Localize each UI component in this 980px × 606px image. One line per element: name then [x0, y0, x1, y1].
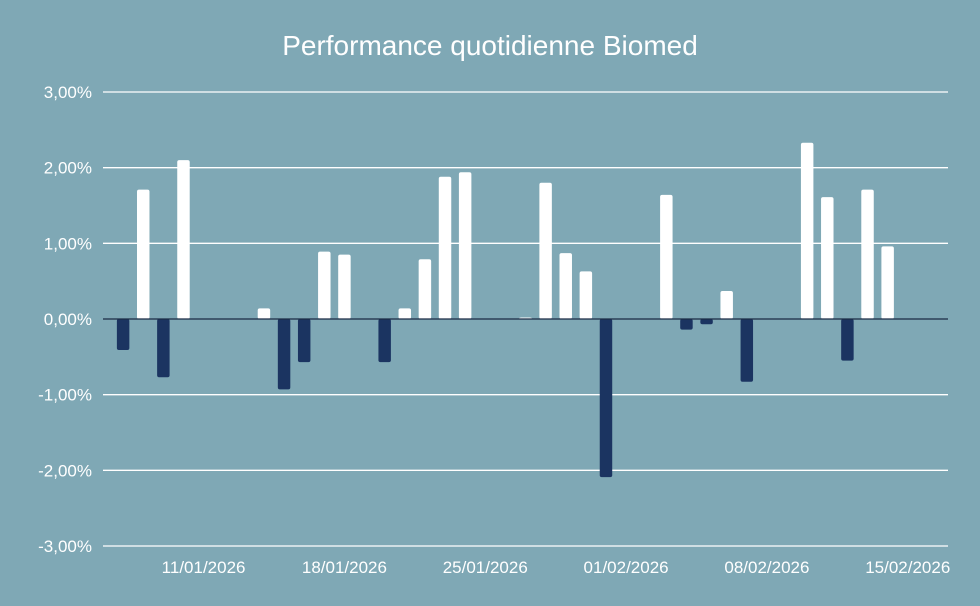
- x-tick-label: 11/01/2026: [162, 558, 246, 577]
- bar: [861, 189, 874, 319]
- bar: [821, 197, 834, 319]
- bar: [157, 319, 170, 378]
- bar: [579, 271, 593, 319]
- y-tick-label: 2,00%: [44, 159, 92, 178]
- gridlines: [103, 91, 948, 547]
- bar: [660, 194, 673, 319]
- bar: [297, 319, 311, 363]
- x-tick-label: 08/02/2026: [724, 558, 809, 577]
- x-tick-label: 15/02/2026: [865, 558, 950, 577]
- bar: [418, 259, 432, 319]
- bar: [116, 319, 130, 351]
- y-axis-ticks: 3,00% 2,00% 1,00% 0,00% -1,00% -2,00% -3,00%: [38, 83, 92, 556]
- x-tick-label: 01/02/2026: [584, 558, 669, 577]
- bar: [338, 254, 351, 319]
- bar: [881, 246, 894, 319]
- bar: [841, 319, 854, 361]
- bar: [438, 176, 452, 319]
- y-tick-label: 3,00%: [44, 83, 92, 102]
- bars: [116, 142, 894, 478]
- bar: [277, 319, 291, 390]
- y-tick-label: 0,00%: [44, 310, 92, 329]
- bar: [559, 253, 572, 319]
- bar: [720, 291, 733, 319]
- x-tick-label: 25/01/2026: [443, 558, 528, 577]
- bar: [378, 319, 391, 363]
- y-tick-label: -2,00%: [38, 461, 92, 480]
- bar: [458, 172, 472, 319]
- bar: [700, 319, 713, 325]
- x-tick-label: 18/01/2026: [302, 558, 387, 577]
- bar: [599, 319, 613, 478]
- bar: [740, 319, 754, 382]
- bar: [257, 308, 271, 319]
- bar: [137, 189, 150, 319]
- chart-title: Performance quotidienne Biomed: [282, 30, 698, 61]
- y-tick-label: -3,00%: [38, 537, 92, 556]
- x-axis-ticks: 11/01/2026 18/01/2026 25/01/2026 01/02/2026…: [162, 558, 951, 577]
- bar: [539, 182, 552, 319]
- bar: [177, 160, 190, 319]
- bar: [680, 319, 693, 330]
- bar: [800, 142, 814, 319]
- y-tick-label: 1,00%: [44, 234, 92, 253]
- y-tick-label: -1,00%: [38, 386, 92, 405]
- bar: [318, 251, 331, 319]
- bar: [398, 308, 412, 319]
